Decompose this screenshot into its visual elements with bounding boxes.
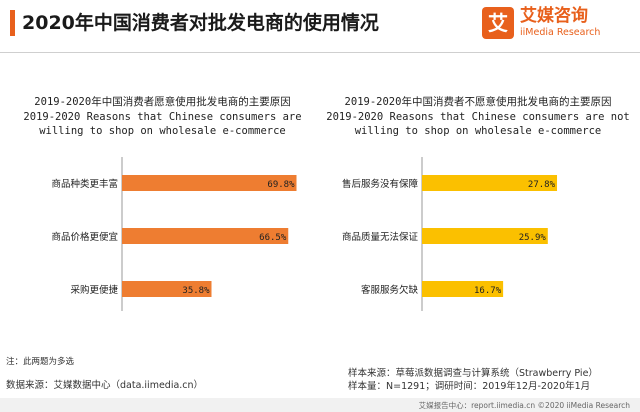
right-category-label: 客服服务欠缺 (361, 284, 419, 296)
left-chart-title-en-2: willing to shop on wholesale e-commerce (39, 125, 286, 137)
right-chart-title-en-1: 2019-2020 Reasons that Chinese consumers… (326, 110, 630, 123)
report-center-credit: 艾媒报告中心：report.iimedia.cn ©2020 iiMedia R… (418, 401, 630, 410)
left-chart-title-en-1: 2019-2020 Reasons that Chinese consumers… (23, 110, 302, 123)
right-category-label: 商品质量无法保证 (342, 231, 419, 243)
left-bar (122, 281, 212, 297)
left-bar (122, 175, 297, 191)
left-category-label: 商品种类更丰富 (51, 178, 118, 190)
header-divider (0, 52, 640, 53)
right-bar (422, 281, 504, 297)
left-bar (122, 228, 289, 244)
data-source: 数据来源：艾媒数据中心（data.iimedia.cn） (6, 380, 204, 391)
left-chart-title-cn: 2019-2020年中国消费者愿意使用批发电商的主要原因 (34, 96, 291, 108)
bottom-strip (0, 398, 640, 412)
left-category-label: 商品价格更便宜 (51, 231, 118, 243)
right-chart-title-cn: 2019-2020年中国消费者不愿意使用批发电商的主要原因 (344, 96, 612, 108)
left-value-label: 66.5% (259, 233, 287, 243)
right-value-label: 27.8% (528, 180, 556, 190)
right-bar (422, 228, 548, 244)
left-category-label: 采购更便捷 (70, 284, 118, 296)
page-title: 2020年中国消费者对批发电商的使用情况 (22, 12, 379, 34)
logo-name-en: iiMedia Research (520, 27, 601, 38)
right-bar (422, 175, 558, 191)
sample-size: 样本量：N=1291；调研时间：2019年12月-2020年1月 (348, 381, 591, 392)
right-value-label: 25.9% (519, 233, 547, 243)
iimedia-logo: 艾 艾媒咨询 iiMedia Research (482, 7, 632, 41)
left-value-label: 35.8% (182, 286, 210, 296)
sample-source: 样本来源：草莓派数据调查与计算系统（Strawberry Pie） (348, 368, 598, 379)
title-accent-bar (10, 10, 15, 36)
right-chart-title-en-2: willing to shop on wholesale e-commerce (354, 125, 602, 137)
left-value-label: 69.8% (267, 180, 295, 190)
right-value-label: 16.7% (474, 286, 502, 296)
logo-mark: 艾 (482, 7, 514, 39)
footnote: 注：此两题为多选 (6, 357, 75, 367)
logo-name-cn: 艾媒咨询 (520, 6, 588, 26)
right-category-label: 售后服务没有保障 (342, 178, 419, 190)
